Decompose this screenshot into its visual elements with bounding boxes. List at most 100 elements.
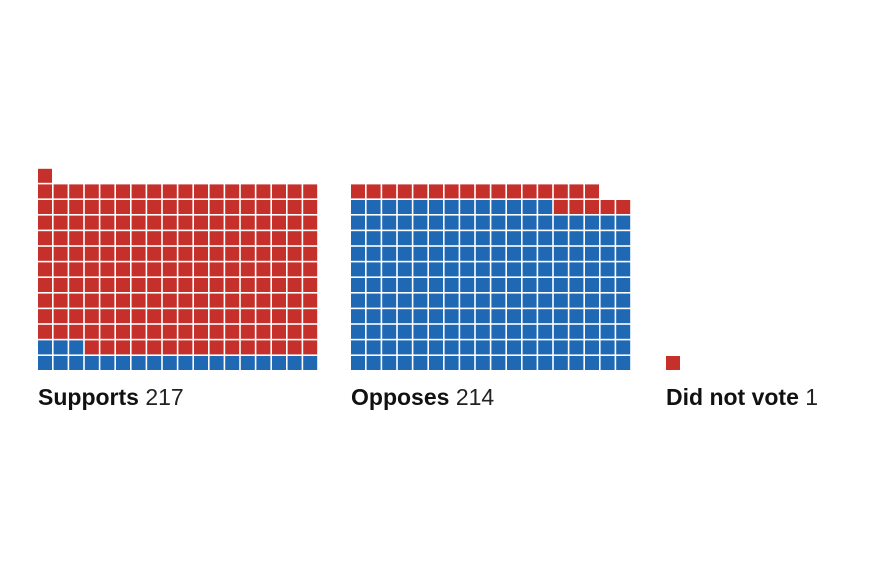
red-square [240, 340, 255, 355]
blue-square [178, 356, 193, 370]
blue-square [460, 278, 475, 292]
blue-square [397, 231, 412, 246]
blue-square [585, 356, 599, 370]
red-square [100, 340, 115, 355]
red-square [38, 215, 52, 230]
blue-square [475, 356, 490, 370]
red-square [225, 184, 240, 199]
red-square [178, 246, 193, 261]
red-square [382, 184, 397, 199]
blue-square [413, 340, 428, 355]
red-square [444, 184, 459, 199]
blue-square [351, 324, 365, 339]
blue-square [507, 231, 521, 246]
red-square [69, 309, 84, 324]
blue-square [600, 356, 615, 370]
red-square [178, 340, 193, 355]
blue-square [240, 356, 255, 370]
red-square [194, 184, 208, 199]
blue-square [616, 293, 631, 308]
red-square [84, 309, 99, 324]
red-square [209, 184, 224, 199]
blue-square [616, 324, 631, 339]
red-square [225, 340, 240, 355]
red-square [303, 200, 318, 214]
blue-square [444, 231, 459, 246]
red-square [53, 231, 68, 246]
blue-square [491, 293, 506, 308]
blue-square [585, 231, 599, 246]
blue-square [569, 246, 584, 261]
red-square [460, 184, 475, 199]
red-square [194, 324, 208, 339]
red-square [69, 184, 84, 199]
red-square [272, 246, 286, 261]
blue-square [475, 262, 490, 277]
blue-square [538, 200, 553, 214]
blue-square [429, 309, 443, 324]
red-square [272, 293, 286, 308]
blue-square [522, 262, 537, 277]
blue-square [507, 262, 521, 277]
red-square [38, 200, 52, 214]
blue-square [475, 246, 490, 261]
red-square [84, 278, 99, 292]
red-square [272, 262, 286, 277]
red-square [116, 262, 130, 277]
red-square [69, 293, 84, 308]
red-square [209, 340, 224, 355]
blue-square [491, 356, 506, 370]
red-square [53, 246, 68, 261]
group-count: 217 [145, 384, 184, 410]
red-square [256, 184, 271, 199]
blue-square [382, 309, 397, 324]
blue-square [397, 246, 412, 261]
red-square [287, 262, 302, 277]
blue-square [366, 246, 381, 261]
blue-square [84, 356, 99, 370]
red-square [366, 184, 381, 199]
red-square [100, 278, 115, 292]
blue-square [538, 215, 553, 230]
red-square [178, 324, 193, 339]
blue-square [444, 356, 459, 370]
blue-square [225, 356, 240, 370]
blue-square [553, 293, 568, 308]
red-square [100, 200, 115, 214]
red-square [131, 231, 146, 246]
blue-square [522, 293, 537, 308]
blue-square [538, 356, 553, 370]
red-square [147, 309, 162, 324]
red-square [272, 340, 286, 355]
blue-square [507, 278, 521, 292]
blue-square [553, 278, 568, 292]
red-square [100, 309, 115, 324]
blue-square [413, 293, 428, 308]
red-square [553, 200, 568, 214]
blue-square [444, 293, 459, 308]
blue-square [413, 278, 428, 292]
blue-square [491, 231, 506, 246]
red-square [225, 293, 240, 308]
red-square [116, 215, 130, 230]
red-square [585, 184, 599, 199]
blue-square [351, 340, 365, 355]
blue-square [429, 231, 443, 246]
red-square [272, 184, 286, 199]
blue-square [553, 262, 568, 277]
blue-square [538, 246, 553, 261]
red-square [256, 231, 271, 246]
red-square [178, 278, 193, 292]
red-square [84, 200, 99, 214]
red-square [413, 184, 428, 199]
red-square [209, 309, 224, 324]
blue-square [413, 200, 428, 214]
red-square [131, 262, 146, 277]
red-square [585, 200, 599, 214]
red-square [84, 262, 99, 277]
red-square [131, 215, 146, 230]
red-square [303, 309, 318, 324]
red-square [600, 200, 615, 214]
blue-square [569, 231, 584, 246]
